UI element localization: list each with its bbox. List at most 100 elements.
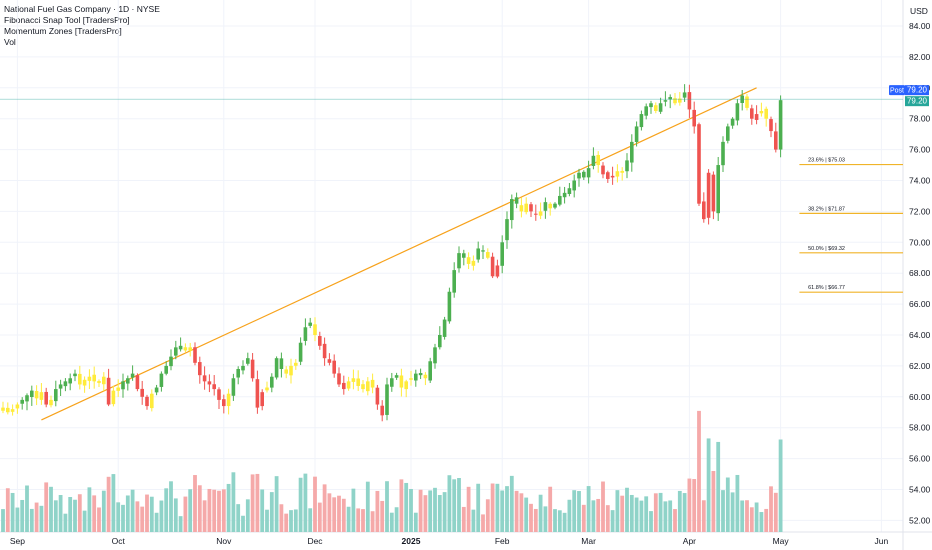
volume-bar (639, 500, 644, 532)
volume-bar (303, 473, 308, 532)
candle-body (154, 387, 159, 393)
candle-body (586, 168, 591, 178)
candle-body (548, 203, 552, 209)
volume-bar (365, 481, 370, 532)
volume-bar (389, 512, 394, 532)
volume-bar (207, 488, 212, 532)
candle-body (529, 204, 533, 212)
candle-body (73, 373, 77, 377)
candle-body (500, 242, 504, 266)
candle-body (764, 108, 768, 119)
candle-body (567, 188, 572, 195)
candle-body (644, 106, 648, 116)
candle-body (452, 270, 456, 293)
candle-body (538, 211, 543, 216)
price-tick-label: 56.00 (909, 454, 931, 464)
time-tick-label: Apr (683, 536, 696, 546)
volume-bar (529, 503, 533, 532)
candle-body (49, 399, 53, 406)
volume-bar (135, 501, 140, 532)
volume-bar (58, 495, 63, 532)
indicator-volume[interactable]: Vol (4, 37, 16, 47)
indicator-fibonacci[interactable]: Fibonacci Snap Tool [TradersPro] (4, 15, 130, 25)
volume-bar (145, 494, 149, 532)
time-tick-label: Sep (10, 536, 25, 546)
trend-line (41, 87, 757, 421)
price-tick-label: 74.00 (909, 176, 931, 186)
fib-level-label: 50.0% | $69.32 (808, 246, 845, 252)
volume-bar (519, 493, 524, 532)
time-tick-label: Dec (307, 536, 323, 546)
candle-body (596, 154, 600, 166)
candle-body (466, 257, 471, 264)
volume-bar (116, 502, 121, 532)
volume-bar (183, 496, 188, 532)
volume-bar (471, 509, 476, 532)
price-tick-label: 68.00 (909, 268, 931, 278)
candle-body (183, 347, 188, 351)
time-tick-label: Mar (581, 536, 596, 546)
volume-bar (53, 500, 58, 532)
candle-body (514, 197, 519, 204)
candle-body (260, 392, 264, 407)
candle-body (591, 155, 596, 166)
time-tick-label: Oct (112, 536, 126, 546)
volume-bar (341, 498, 346, 532)
volume-bar (154, 512, 159, 532)
volume-bar (20, 499, 25, 532)
candle-body (610, 175, 615, 178)
volume-bar (313, 476, 317, 532)
volume-bar (193, 475, 197, 532)
candle-body (164, 365, 168, 374)
volume-bar (169, 481, 173, 532)
candle-body (241, 365, 245, 371)
candle-body (730, 118, 735, 126)
candle-body (6, 407, 10, 413)
symbol-title[interactable]: National Fuel Gas Company · 1D · NYSE (4, 4, 160, 14)
candle-body (524, 203, 528, 213)
candle-body (692, 109, 696, 127)
candle-body (178, 345, 183, 350)
volume-bar (241, 515, 245, 532)
candle-body (1, 407, 5, 411)
volume-bar (725, 477, 730, 532)
volume-bar (370, 511, 375, 532)
time-tick-label: Feb (495, 536, 510, 546)
candle-body (457, 253, 461, 269)
time-tick-label: 2025 (402, 536, 421, 546)
candle-body (687, 92, 692, 110)
volume-bar (509, 475, 514, 532)
volume-bar (433, 487, 437, 532)
candle-body (735, 103, 740, 121)
candle-body (193, 347, 197, 363)
volume-bar (121, 504, 125, 532)
candle-body (702, 201, 706, 220)
candle-body (745, 96, 749, 108)
volume-bar (692, 479, 697, 532)
volume-bar (452, 479, 457, 532)
volume-bar (457, 478, 461, 532)
candle-body (433, 347, 437, 364)
volume-bar (629, 494, 634, 532)
price-tick-label: 78.00 (909, 114, 931, 124)
indicator-momentum[interactable]: Momentum Zones [TradersPro] (4, 26, 122, 36)
candle-body (682, 92, 687, 98)
candle-body (774, 131, 778, 150)
volume-bar (701, 500, 706, 532)
volume-bar (361, 509, 365, 532)
volume-bar (380, 500, 385, 532)
candle-body (462, 253, 466, 258)
volume-bar (740, 500, 745, 532)
volume-bar (250, 474, 255, 532)
candlesticks (1, 84, 783, 422)
volume-bar (543, 506, 548, 532)
volume-bar (221, 489, 226, 532)
candle-body (759, 110, 764, 114)
volume-bar (572, 490, 577, 532)
volume-bar (749, 507, 754, 532)
volume-bar (548, 486, 553, 532)
volume-bar (649, 511, 653, 532)
volume-bar (284, 513, 289, 532)
candle-body (634, 126, 639, 143)
